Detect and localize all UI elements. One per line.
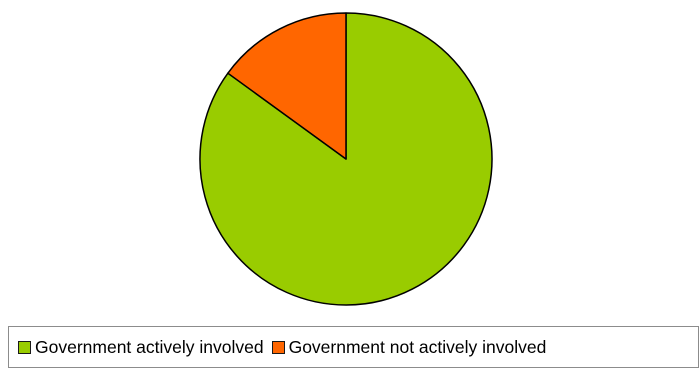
legend-item-not-actively-involved: Government not actively involved [271, 336, 547, 358]
legend-swatch-not-actively-involved [271, 340, 285, 354]
pie-slice-not-actively-involved [227, 12, 347, 160]
chart-legend: Government actively involved Government … [8, 326, 699, 368]
pie-slice-actively-involved [199, 12, 493, 306]
legend-label-not-actively-involved: Government not actively involved [288, 336, 547, 357]
legend-label-actively-involved: Government actively involved [35, 336, 264, 357]
legend-swatch-actively-involved [18, 340, 31, 354]
legend-item-actively-involved: Government actively involved [18, 337, 264, 358]
